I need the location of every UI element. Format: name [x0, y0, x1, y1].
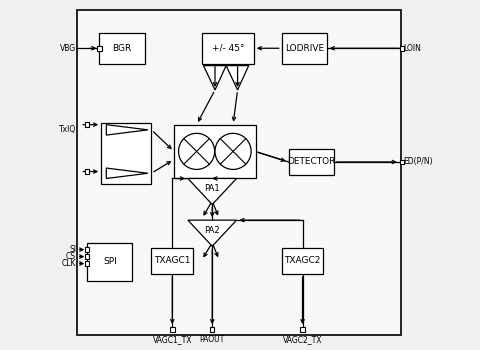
Text: VAGC1_TX: VAGC1_TX — [153, 335, 192, 344]
Text: BGR: BGR — [112, 44, 132, 53]
Bar — [174, 125, 256, 178]
Circle shape — [179, 133, 215, 169]
Text: SI: SI — [69, 245, 76, 254]
Text: TXAGC2: TXAGC2 — [284, 257, 321, 265]
Text: TxIQ: TxIQ — [59, 125, 76, 134]
Bar — [300, 327, 305, 332]
Bar — [399, 46, 404, 50]
Bar — [85, 261, 89, 266]
Bar — [210, 327, 215, 332]
Bar — [85, 254, 89, 259]
Text: CLK: CLK — [61, 259, 76, 268]
Text: PAOUT: PAOUT — [200, 335, 225, 344]
Polygon shape — [204, 66, 226, 90]
Text: LODRIVE: LODRIVE — [285, 44, 324, 53]
Bar — [288, 149, 334, 175]
Text: +/- 45°: +/- 45° — [212, 44, 244, 53]
Bar — [97, 46, 102, 50]
Text: ED(P/N): ED(P/N) — [403, 158, 433, 167]
Text: DETECTOR: DETECTOR — [287, 158, 336, 167]
Text: VAGC2_TX: VAGC2_TX — [283, 335, 322, 344]
Bar — [170, 327, 175, 332]
Circle shape — [215, 133, 251, 169]
Bar — [399, 160, 404, 164]
Bar — [99, 33, 144, 64]
Text: TXAGC1: TXAGC1 — [154, 257, 191, 265]
Text: LOIN: LOIN — [403, 44, 421, 53]
Polygon shape — [106, 168, 148, 178]
Text: PA1: PA1 — [204, 184, 220, 194]
Bar — [101, 123, 152, 184]
Polygon shape — [188, 178, 237, 204]
Text: CS: CS — [66, 252, 76, 261]
Bar — [85, 169, 89, 174]
Polygon shape — [188, 220, 237, 246]
Bar — [152, 248, 193, 274]
Polygon shape — [226, 66, 249, 90]
Bar — [282, 248, 324, 274]
Bar — [202, 33, 254, 64]
Bar — [87, 243, 132, 281]
Text: SPI: SPI — [103, 257, 117, 266]
Bar — [85, 247, 89, 252]
Text: PA2: PA2 — [204, 226, 220, 235]
Bar — [282, 33, 327, 64]
Polygon shape — [106, 125, 148, 135]
Text: VBG: VBG — [60, 44, 76, 53]
Bar — [85, 122, 89, 127]
